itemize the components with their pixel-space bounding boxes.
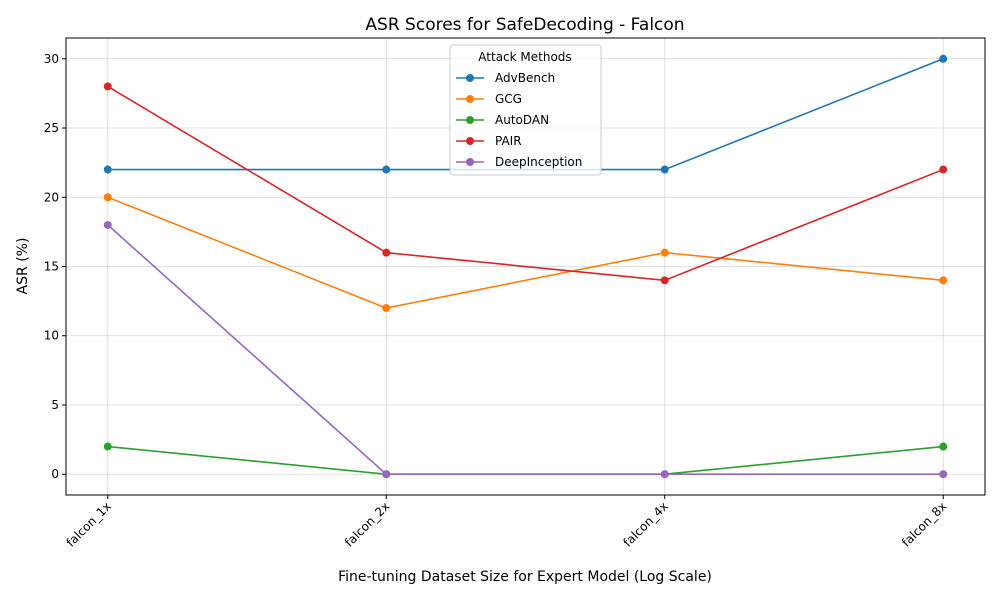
data-point — [103, 82, 112, 91]
legend-marker — [466, 137, 474, 145]
legend-marker — [466, 158, 474, 166]
data-point — [103, 442, 112, 451]
y-tick-label: 25 — [44, 121, 59, 135]
y-tick-label: 0 — [51, 467, 59, 481]
data-point — [660, 470, 669, 479]
series-line — [107, 196, 944, 309]
data-point — [103, 193, 112, 202]
legend-box — [449, 44, 602, 176]
legend-label: AutoDAN — [495, 113, 549, 127]
y-tick-label: 15 — [44, 260, 59, 274]
y-tick-label: 30 — [44, 52, 59, 66]
series-gcg — [103, 193, 948, 313]
data-point — [382, 165, 391, 174]
data-point — [939, 165, 948, 174]
legend-item: AutoDAN — [456, 113, 549, 127]
y-axis: 0 5 10 15 20 25 30 — [44, 52, 66, 481]
series-pair — [103, 82, 948, 285]
y-axis-title: ASR (%) — [15, 238, 31, 295]
legend-label: GCG — [495, 92, 522, 106]
legend-label: DeepInception — [495, 155, 582, 169]
legend-item: GCG — [456, 92, 522, 106]
series-layer — [103, 54, 948, 479]
series-autodan — [103, 442, 948, 479]
data-point — [939, 54, 948, 63]
legend-marker — [466, 74, 474, 82]
data-point — [939, 442, 948, 451]
legend-title: Attack Methods — [478, 50, 571, 64]
data-point — [660, 165, 669, 174]
legend-item: AdvBench — [456, 71, 555, 85]
data-point — [939, 470, 948, 479]
x-tick-label: falcon_4x — [621, 499, 671, 549]
data-point — [103, 220, 112, 229]
legend-label: PAIR — [495, 134, 522, 148]
legend-item: DeepInception — [456, 155, 582, 169]
data-point — [939, 276, 948, 285]
legend-marker — [466, 95, 474, 103]
series-line — [107, 85, 944, 282]
legend: Attack Methods AdvBench GCG AutoDAN PAIR Dee… — [449, 44, 602, 176]
y-tick-label: 10 — [44, 329, 59, 343]
x-tick-label: falcon_1x — [64, 499, 114, 549]
data-point — [382, 248, 391, 257]
data-point — [382, 304, 391, 313]
series-line — [107, 445, 944, 476]
legend-item: PAIR — [456, 134, 522, 148]
x-axis-title: Fine-tuning Dataset Size for Expert Mode… — [338, 569, 712, 585]
legend-marker — [466, 116, 474, 124]
y-tick-label: 20 — [44, 190, 59, 204]
series-line — [107, 224, 944, 476]
y-tick-label: 5 — [51, 398, 59, 412]
x-tick-label: falcon_8x — [899, 499, 949, 549]
data-point — [382, 470, 391, 479]
x-axis: falcon_1x falcon_2x falcon_4x falcon_8x — [64, 495, 949, 550]
data-point — [660, 248, 669, 257]
x-tick-label: falcon_2x — [342, 499, 392, 549]
data-point — [660, 276, 669, 285]
series-deepinception — [103, 220, 948, 479]
legend-label: AdvBench — [495, 71, 555, 85]
chart-title: ASR Scores for SafeDecoding - Falcon — [365, 15, 684, 35]
data-point — [103, 165, 112, 174]
